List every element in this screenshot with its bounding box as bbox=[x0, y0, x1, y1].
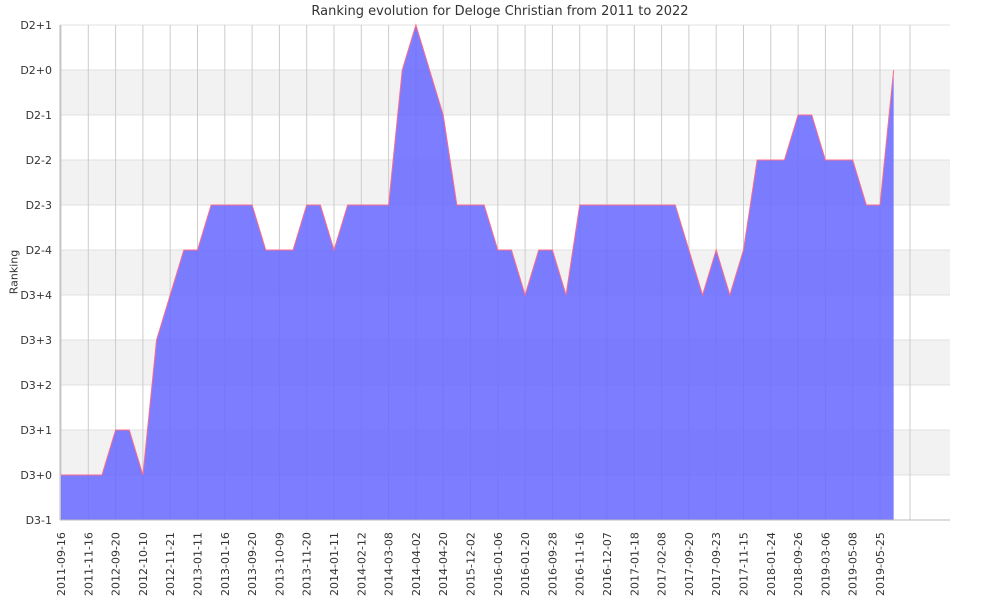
y-tick-label: D3+0 bbox=[20, 469, 52, 482]
y-tick-label: D2-4 bbox=[26, 244, 52, 257]
x-tick-label: 2016-01-06 bbox=[492, 532, 505, 596]
y-tick-label: D2-1 bbox=[26, 109, 52, 122]
x-tick-label: 2019-05-08 bbox=[847, 532, 860, 596]
x-tick-label: 2018-01-24 bbox=[765, 532, 778, 596]
y-tick-label: D3+2 bbox=[20, 379, 52, 392]
x-tick-label: 2014-04-02 bbox=[410, 532, 423, 596]
x-tick-label: 2013-10-09 bbox=[273, 532, 286, 596]
y-tick-label: D2-3 bbox=[26, 199, 52, 212]
x-tick-label: 2017-11-15 bbox=[738, 532, 751, 596]
x-tick-label: 2015-12-02 bbox=[465, 532, 478, 596]
x-tick-label: 2012-10-10 bbox=[137, 532, 150, 596]
y-tick-label: D2+1 bbox=[20, 19, 52, 32]
x-tick-label: 2013-11-20 bbox=[301, 532, 314, 596]
x-tick-label: 2014-02-12 bbox=[355, 532, 368, 596]
x-tick-label: 2012-11-21 bbox=[164, 532, 177, 596]
y-tick-label: D2-2 bbox=[26, 154, 52, 167]
x-tick-label: 2017-09-23 bbox=[710, 532, 723, 596]
series-area bbox=[61, 25, 894, 520]
x-tick-label: 2017-09-20 bbox=[683, 532, 696, 596]
y-tick-label: D3+1 bbox=[20, 424, 52, 437]
x-tick-label: 2011-11-16 bbox=[82, 532, 95, 596]
x-tick-label: 2016-09-28 bbox=[546, 532, 559, 596]
x-tick-label: 2016-11-16 bbox=[574, 532, 587, 596]
y-tick-label: D3-1 bbox=[26, 514, 52, 527]
y-tick-label: D2+0 bbox=[20, 64, 52, 77]
chart-title: Ranking evolution for Deloge Christian f… bbox=[311, 4, 689, 19]
x-tick-label: 2013-01-11 bbox=[192, 532, 205, 596]
x-tick-label: 2014-03-08 bbox=[383, 532, 396, 596]
x-tick-label: 2011-09-16 bbox=[55, 532, 68, 596]
x-tick-label: 2012-09-20 bbox=[110, 532, 123, 596]
x-tick-label: 2017-02-08 bbox=[656, 532, 669, 596]
y-tick-label: D3+3 bbox=[20, 334, 52, 347]
x-tick-label: 2018-09-26 bbox=[792, 532, 805, 596]
y-tick-label: D3+4 bbox=[20, 289, 52, 302]
x-tick-label: 2013-09-20 bbox=[246, 532, 259, 596]
x-tick-label: 2014-04-20 bbox=[437, 532, 450, 596]
series-line bbox=[61, 23, 895, 476]
x-tick-label: 2016-01-20 bbox=[519, 532, 532, 596]
x-tick-label: 2017-01-18 bbox=[628, 532, 641, 596]
x-tick-label: 2016-12-07 bbox=[601, 532, 614, 596]
grid-band bbox=[60, 70, 950, 115]
x-tick-label: 2013-01-16 bbox=[219, 532, 232, 596]
x-tick-label: 2014-01-11 bbox=[328, 532, 341, 596]
x-tick-label: 2019-05-25 bbox=[874, 532, 887, 596]
x-tick-label: 2019-03-06 bbox=[819, 532, 832, 596]
